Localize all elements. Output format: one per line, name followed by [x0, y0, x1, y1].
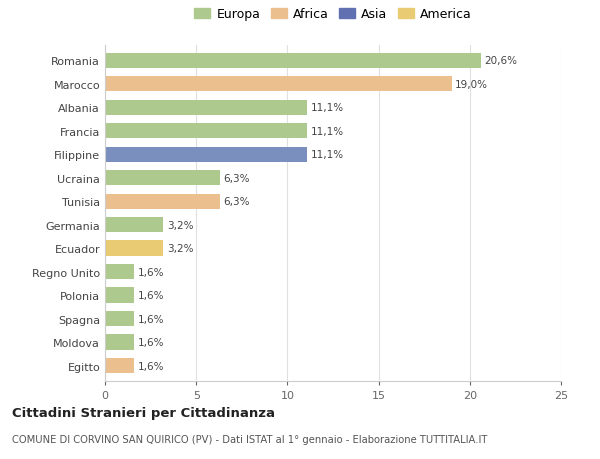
Bar: [105, 147, 307, 162]
Bar: [105, 171, 220, 186]
Text: 11,1%: 11,1%: [311, 103, 344, 113]
Bar: [105, 358, 134, 373]
Text: 1,6%: 1,6%: [138, 291, 164, 301]
Text: 3,2%: 3,2%: [167, 220, 194, 230]
Text: 6,3%: 6,3%: [224, 174, 250, 183]
Text: 11,1%: 11,1%: [311, 150, 344, 160]
Text: Cittadini Stranieri per Cittadinanza: Cittadini Stranieri per Cittadinanza: [12, 406, 275, 419]
Text: 6,3%: 6,3%: [224, 197, 250, 207]
Text: 20,6%: 20,6%: [484, 56, 517, 66]
Bar: [105, 194, 220, 209]
Text: 19,0%: 19,0%: [455, 79, 488, 90]
Bar: [105, 124, 307, 139]
Text: 1,6%: 1,6%: [138, 361, 164, 371]
Bar: [105, 288, 134, 303]
Text: 11,1%: 11,1%: [311, 126, 344, 136]
Text: 1,6%: 1,6%: [138, 337, 164, 347]
Bar: [105, 101, 307, 116]
Text: 1,6%: 1,6%: [138, 267, 164, 277]
Bar: [105, 54, 481, 69]
Bar: [105, 77, 452, 92]
Bar: [105, 218, 163, 233]
Bar: [105, 335, 134, 350]
Text: 3,2%: 3,2%: [167, 244, 194, 253]
Bar: [105, 264, 134, 280]
Bar: [105, 241, 163, 256]
Text: 1,6%: 1,6%: [138, 314, 164, 324]
Bar: [105, 311, 134, 326]
Legend: Europa, Africa, Asia, America: Europa, Africa, Asia, America: [189, 3, 477, 26]
Text: COMUNE DI CORVINO SAN QUIRICO (PV) - Dati ISTAT al 1° gennaio - Elaborazione TUT: COMUNE DI CORVINO SAN QUIRICO (PV) - Dat…: [12, 434, 487, 444]
